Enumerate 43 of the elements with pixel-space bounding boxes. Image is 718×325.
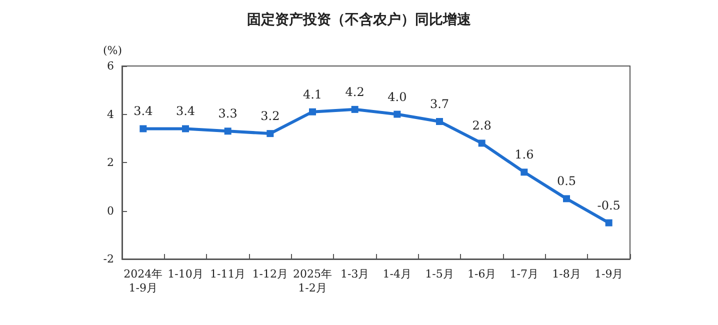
data-label: 3.7 bbox=[430, 96, 450, 111]
point bbox=[436, 118, 443, 125]
point bbox=[605, 219, 612, 226]
point bbox=[140, 125, 147, 132]
x-tick-label: 2025年 1-2月 bbox=[293, 268, 332, 294]
point bbox=[478, 140, 486, 147]
data-label: 4.2 bbox=[345, 84, 364, 99]
point bbox=[520, 168, 528, 176]
x-tick-label: 1-10月 bbox=[168, 268, 204, 280]
chart-title: 固定资产投资（不含农户）同比增速 bbox=[247, 11, 472, 28]
y-tick-label: -2 bbox=[103, 252, 114, 266]
data-label: 4.1 bbox=[302, 87, 322, 102]
data-label: 4.0 bbox=[388, 90, 407, 104]
x-tick-label: 1-9月 bbox=[594, 268, 624, 280]
data-label: 3.2 bbox=[260, 109, 280, 124]
x-tick-label: 1-7月 bbox=[510, 268, 539, 280]
point bbox=[394, 110, 401, 118]
point bbox=[182, 125, 189, 132]
data-label: 3.3 bbox=[218, 106, 238, 121]
x-tick-label: 1-11月 bbox=[210, 268, 246, 280]
data-label: 0.5 bbox=[556, 174, 576, 188]
x-tick-label: 1-4月 bbox=[382, 268, 412, 280]
point bbox=[309, 108, 316, 116]
y-tick-label: 4 bbox=[107, 108, 114, 121]
x-tick-label: 1-8月 bbox=[552, 268, 581, 280]
point bbox=[563, 195, 570, 202]
data-label: 2.8 bbox=[472, 118, 492, 133]
point bbox=[351, 106, 358, 113]
data-label: 3.4 bbox=[176, 104, 196, 118]
y-axis-title: (%) bbox=[102, 44, 122, 57]
y-tick-label: 2 bbox=[107, 156, 114, 169]
x-tick-label: 2024年 1-9月 bbox=[124, 268, 163, 294]
x-tick-label: 1-6月 bbox=[467, 268, 496, 280]
point bbox=[266, 130, 274, 138]
y-tick-label: 0 bbox=[107, 204, 114, 218]
y-tick-label: 6 bbox=[107, 60, 114, 72]
data-label: 1.6 bbox=[514, 148, 534, 162]
x-tick-label: 1-5月 bbox=[425, 268, 454, 280]
x-tick-label: 1-3月 bbox=[340, 268, 370, 280]
data-label: 3.4 bbox=[134, 104, 154, 118]
point bbox=[224, 128, 232, 135]
x-tick-label: 1-12月 bbox=[252, 268, 288, 280]
data-label: -0.5 bbox=[597, 198, 620, 212]
